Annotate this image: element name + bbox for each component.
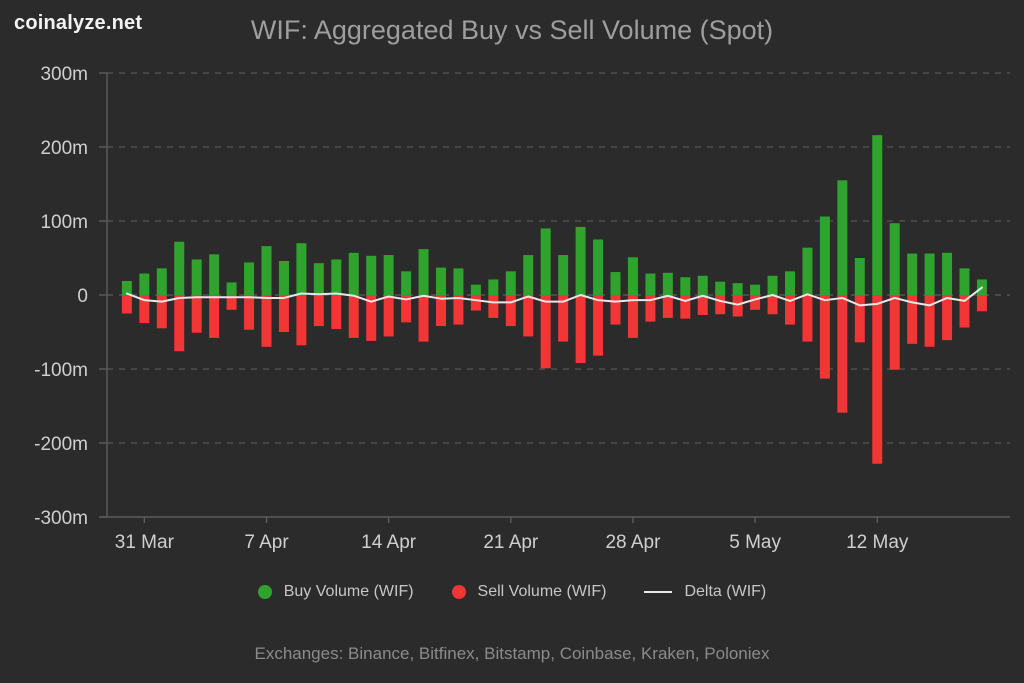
legend-item-buy-volume[interactable]: Buy Volume (WIF) bbox=[257, 583, 414, 601]
svg-text:-300m: -300m bbox=[34, 508, 88, 529]
svg-text:7 Apr: 7 Apr bbox=[244, 532, 289, 553]
legend-label-delta: Delta (WIF) bbox=[684, 583, 767, 600]
svg-text:100m: 100m bbox=[40, 212, 88, 233]
buy-volume-dot-icon bbox=[257, 585, 272, 599]
volume-chart[interactable]: 300m 200m 100m 0 -100m -200m -300m 31 Mar 7 Apr 1… bbox=[0, 55, 1024, 565]
sell-volume-dot-icon bbox=[451, 585, 466, 599]
svg-text:-100m: -100m bbox=[34, 360, 88, 381]
svg-text:14 Apr: 14 Apr bbox=[361, 532, 417, 553]
legend-item-delta[interactable]: Delta (WIF) bbox=[644, 583, 766, 601]
svg-text:0: 0 bbox=[77, 286, 88, 307]
chart-legend: Buy Volume (WIF) Sell Volume (WIF) Delta… bbox=[0, 577, 1024, 607]
svg-text:12 May: 12 May bbox=[846, 532, 909, 553]
site-logo: coinalyze.net bbox=[14, 12, 143, 34]
svg-text:300m: 300m bbox=[40, 64, 88, 85]
svg-text:5 May: 5 May bbox=[729, 532, 781, 553]
svg-text:-200m: -200m bbox=[34, 434, 88, 455]
svg-text:21 Apr: 21 Apr bbox=[483, 532, 539, 553]
delta-line-icon bbox=[644, 591, 673, 593]
legend-label-buy-volume: Buy Volume (WIF) bbox=[283, 583, 414, 600]
legend-label-sell-volume: Sell Volume (WIF) bbox=[477, 583, 607, 600]
exchanges-note: Exchanges: Binance, Bitfinex, Bitstamp, … bbox=[254, 644, 770, 663]
svg-text:200m: 200m bbox=[40, 138, 88, 159]
svg-text:28 Apr: 28 Apr bbox=[605, 532, 661, 553]
chart-title: WIF: Aggregated Buy vs Sell Volume (Spot… bbox=[250, 15, 774, 45]
svg-text:31 Mar: 31 Mar bbox=[115, 532, 175, 553]
legend-item-sell-volume[interactable]: Sell Volume (WIF) bbox=[451, 583, 607, 601]
